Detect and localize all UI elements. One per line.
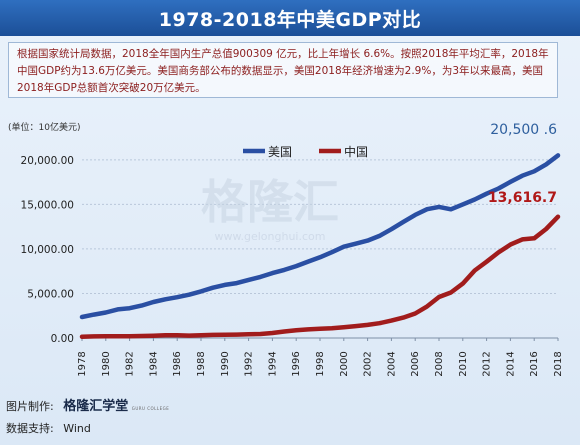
y-tick-label: 0.00 — [51, 333, 74, 345]
x-tick-label: 1980 — [101, 351, 112, 376]
x-tick-label: 1978 — [77, 351, 88, 376]
end-labels: 20,500 .6 13,616.7 — [488, 122, 557, 206]
x-tick-label: 1990 — [220, 351, 231, 376]
end-value-label: 20,500 .6 — [490, 122, 557, 138]
series-line-china — [79, 214, 561, 339]
chart-title-bar: 1978-2018年中美GDP对比 — [0, 0, 580, 36]
x-tick-label: 1996 — [291, 351, 302, 376]
source-name: Wind — [63, 422, 91, 435]
watermark: 格隆汇 www.gelonghui.com — [201, 175, 339, 243]
intro-text: 根据国家统计局数据，2018全年国内生产总值900309 亿元，比上年增长 6.… — [17, 48, 549, 94]
page-title: 1978-2018年中美GDP对比 — [158, 8, 422, 31]
y-tick-label: 15,000.00 — [21, 199, 74, 211]
x-tick-label: 2014 — [505, 351, 516, 376]
x-tick-label: 2006 — [410, 351, 421, 376]
grid-lines — [81, 159, 559, 341]
x-tick-label: 2018 — [553, 351, 564, 376]
x-tick-label: 1988 — [196, 351, 207, 376]
y-tick-labels: 0.00 5,000.00 10,000.00 15,000.00 20,000.00 — [21, 155, 74, 345]
y-tick-label: 20,000.00 — [21, 155, 74, 167]
source-label: 数据支持: — [6, 422, 54, 435]
maker-label: 图片制作: — [6, 400, 54, 413]
series-lines — [79, 153, 561, 339]
x-tick-label: 2002 — [363, 351, 374, 376]
watermark-url: www.gelonghui.com — [215, 230, 326, 243]
x-tick-label: 2012 — [482, 351, 493, 376]
end-value-label: 13,616.7 — [488, 190, 557, 206]
watermark-text: 格隆汇 — [201, 175, 339, 229]
x-tick-label: 2004 — [386, 351, 397, 376]
x-tick-label: 1986 — [172, 351, 183, 376]
x-tick-label: 2008 — [434, 351, 445, 376]
x-tick-labels: 1978 1980 1982 1984 1986 1988 1990 1992 1994 1996… — [77, 351, 564, 376]
intro-text-box: 根据国家统计局数据，2018全年国内生产总值900309 亿元，比上年增长 6.… — [8, 42, 558, 98]
x-tick-label: 1992 — [244, 351, 255, 376]
x-tick-label: 2010 — [458, 351, 469, 376]
legend-label: 中国 — [344, 144, 368, 159]
series-line-usa — [79, 153, 561, 320]
unit-label: (单位：10亿美元) — [8, 121, 80, 133]
x-tick-label: 1982 — [125, 351, 136, 376]
x-tick-label: 1994 — [267, 351, 278, 376]
x-tick-label: 2016 — [529, 351, 540, 376]
legend: 美国 中国 — [243, 144, 368, 159]
x-tick-label: 2000 — [339, 351, 350, 376]
footer-maker: 图片制作: 格隆汇学堂 GURU COLLEGE — [6, 395, 169, 414]
y-tick-label: 10,000.00 — [21, 244, 74, 256]
y-tick-label: 5,000.00 — [27, 288, 74, 300]
maker-logo-sub: GURU COLLEGE — [131, 406, 170, 411]
legend-label: 美国 — [268, 145, 292, 159]
x-tick-label: 1998 — [315, 351, 326, 376]
gdp-line-chart: (单位：10亿美元) 0.00 5,000.00 10,000.00 15,000.0… — [8, 121, 564, 377]
footer-source: 数据支持: Wind — [6, 420, 91, 436]
x-tick-label: 1984 — [148, 351, 159, 376]
maker-logo-name: 格隆汇学堂 — [63, 399, 129, 414]
